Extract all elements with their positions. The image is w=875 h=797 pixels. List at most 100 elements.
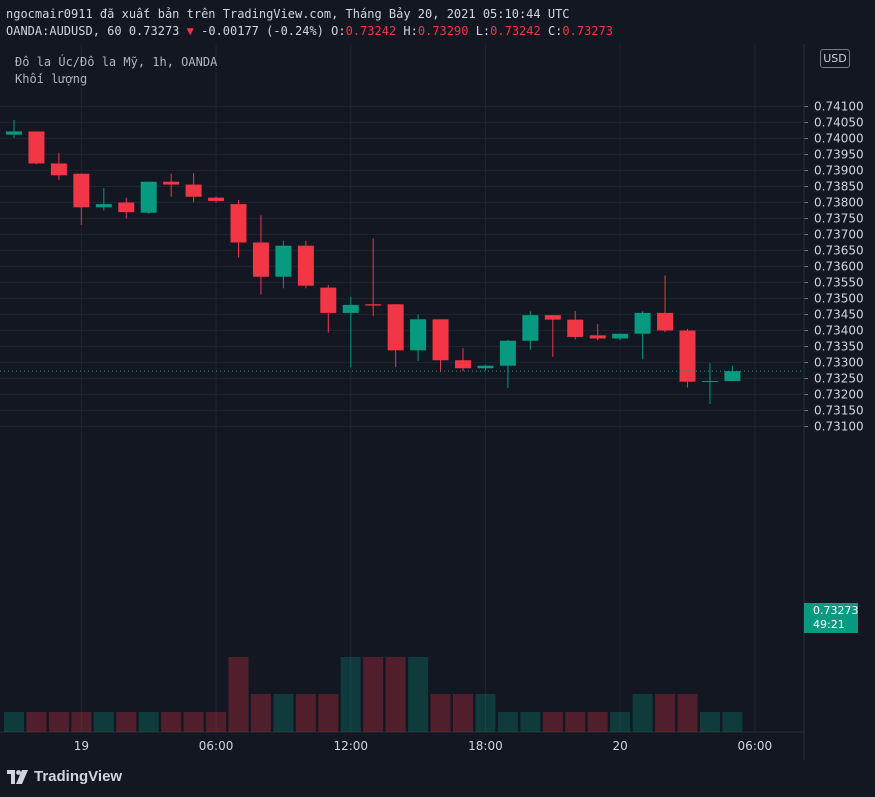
volume-bar (699, 712, 720, 732)
volume-bar (677, 694, 698, 732)
y-tick-label: 0.73800 (814, 196, 864, 210)
symbol-legend[interactable]: Đô la Úc/Đô la Mỹ, 1h, OANDA (15, 55, 218, 69)
bar-countdown: 49:21 (813, 618, 845, 631)
y-tick-label: 0.73450 (814, 308, 864, 322)
price-chart[interactable]: 0.74100 0.74050 0.74000 0.73950 0.73900 0.738… (0, 44, 875, 760)
volume-bar (542, 712, 563, 732)
volume-bar (138, 712, 159, 732)
candle-body (544, 315, 561, 320)
last-price-value: 0.73273 (813, 604, 859, 617)
change-text: -0.00177 (-0.24%) (201, 24, 324, 38)
volume-bar (632, 694, 653, 732)
volume-bar (385, 657, 406, 732)
volume-bar (655, 694, 676, 732)
candle-body (499, 340, 516, 366)
candle-body (387, 304, 404, 351)
volume-bar (610, 712, 631, 732)
candle-body (230, 204, 247, 243)
candle-body (724, 371, 741, 382)
tradingview-logo-text: TradingView (34, 768, 123, 785)
publish-info: ngocmair0911 đã xuất bản trên TradingVie… (6, 7, 570, 21)
y-tick-label: 0.73300 (814, 356, 864, 370)
y-tick-label: 0.73350 (814, 340, 864, 354)
volume-bar (116, 712, 137, 732)
x-tick-label: 06:00 (199, 739, 234, 753)
volume-bar (430, 694, 451, 732)
footer (0, 760, 875, 797)
volume-bar (250, 694, 271, 732)
volume-bar (48, 712, 69, 732)
candle-body (455, 360, 471, 369)
tradingview-logo[interactable]: TradingView (7, 768, 122, 785)
volume-bar (363, 657, 384, 732)
y-tick-label: 0.73500 (814, 292, 864, 306)
close-value: 0.73273 (562, 24, 613, 38)
x-tick-label: 19 (74, 739, 89, 753)
candle-body (28, 131, 45, 164)
symbol-ohlc-line: OANDA:AUDUSD, 60 0.73273 ▼ -0.00177 (-0.… (6, 24, 613, 38)
y-tick-label: 0.73950 (814, 148, 864, 162)
y-tick-label: 0.74050 (814, 116, 864, 130)
volume-bar (206, 712, 227, 732)
candle-body (522, 315, 539, 341)
y-tick-label: 0.73900 (814, 164, 864, 178)
last-price-label: 0.73273 49:21 (804, 603, 859, 633)
volume-bar (565, 712, 586, 732)
candle-body (410, 319, 427, 351)
y-tick-label: 0.73100 (814, 420, 864, 434)
volume-legend[interactable]: Khối lượng (15, 72, 88, 86)
y-tick-label: 0.73200 (814, 388, 864, 402)
y-tick-label: 0.73600 (814, 260, 864, 274)
candle-body (163, 181, 180, 185)
candle-body (701, 381, 718, 383)
y-tick-label: 0.73700 (814, 228, 864, 242)
y-tick-label: 0.73850 (814, 180, 864, 194)
y-tick-label: 0.74000 (814, 132, 864, 146)
candle-body (365, 304, 382, 306)
x-tick-label: 18:00 (468, 739, 503, 753)
candle-body (432, 319, 449, 361)
low-value: 0.73242 (490, 24, 541, 38)
candle-body (477, 365, 494, 369)
tradingview-logo-icon (7, 769, 28, 784)
volume-bar (587, 712, 608, 732)
candle-body (208, 197, 225, 201)
candle-body (185, 184, 202, 197)
candle-body (589, 335, 606, 339)
volume-bar (71, 712, 92, 732)
y-tick-label: 0.74100 (814, 100, 864, 114)
x-tick-label: 06:00 (738, 739, 773, 753)
volume-bar (93, 712, 114, 732)
y-tick-label: 0.73150 (814, 404, 864, 418)
currency-badge[interactable]: USD (820, 49, 850, 68)
candle-body (297, 245, 314, 286)
candle-body (342, 304, 359, 313)
candle-body (567, 319, 584, 337)
volume-bar (273, 694, 294, 732)
volume-bar (340, 657, 361, 732)
candle-body (95, 204, 112, 208)
volume-bar (295, 694, 316, 732)
y-tick-label: 0.73400 (814, 324, 864, 338)
candle-body (657, 312, 674, 331)
open-label: O: (331, 24, 346, 38)
open-value: 0.73242 (345, 24, 397, 38)
high-label: H: (403, 24, 418, 38)
x-tick-label: 20 (613, 739, 628, 753)
low-label: L: (475, 24, 491, 38)
candle-body (275, 245, 292, 277)
y-tick-label: 0.73250 (814, 372, 864, 386)
candle-body (612, 333, 629, 339)
candle-body (320, 287, 337, 313)
candle-body (6, 131, 22, 135)
x-tick-label: 12:00 (333, 739, 368, 753)
volume-bar (318, 694, 339, 732)
candle-body (50, 163, 67, 176)
candle-body (252, 242, 269, 277)
volume-bar (520, 712, 541, 732)
chart-header: ngocmair0911 đã xuất bản trên TradingVie… (0, 0, 875, 44)
high-value: 0.73290 (417, 24, 469, 38)
symbol-text: OANDA:AUDUSD, 60 0.73273 (6, 24, 180, 38)
down-arrow-icon: ▼ (186, 24, 194, 38)
y-tick-label: 0.73650 (814, 244, 864, 258)
